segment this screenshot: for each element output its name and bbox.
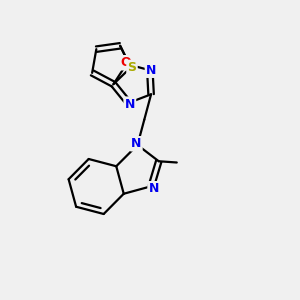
Text: N: N <box>146 64 156 77</box>
Text: S: S <box>128 61 136 74</box>
Text: N: N <box>148 182 159 195</box>
Text: N: N <box>125 98 135 111</box>
Text: N: N <box>131 137 141 150</box>
Text: O: O <box>121 56 131 69</box>
